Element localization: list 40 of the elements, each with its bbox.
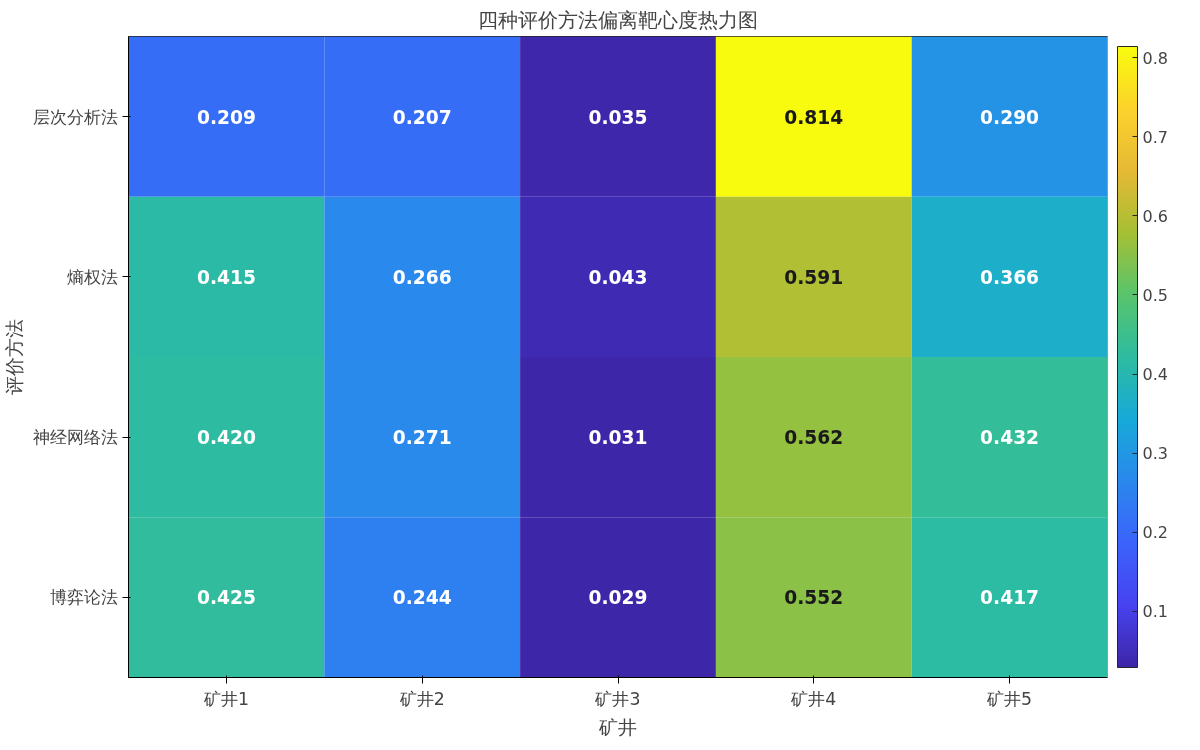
data-label: 0.209 bbox=[196, 106, 256, 128]
data-label: 0.031 bbox=[588, 427, 648, 449]
x-tick-label: 矿井4 bbox=[790, 688, 837, 709]
data-label: 0.432 bbox=[980, 427, 1040, 449]
x-tick-label: 矿井1 bbox=[202, 688, 249, 709]
color-bar-label: 0.1 bbox=[1142, 602, 1168, 622]
data-label: 0.552 bbox=[784, 587, 844, 609]
color-bar-label: 0.6 bbox=[1142, 206, 1168, 226]
y-tick-label: 博弈论法 bbox=[49, 587, 118, 608]
color-bar-label: 0.5 bbox=[1142, 285, 1168, 305]
data-label: 0.366 bbox=[980, 266, 1040, 288]
x-tick-label: 矿井3 bbox=[594, 688, 641, 709]
data-label: 0.425 bbox=[196, 587, 256, 609]
color-bar-label: 0.4 bbox=[1142, 365, 1168, 385]
data-label: 0.562 bbox=[784, 427, 844, 449]
y-tick-label: 层次分析法 bbox=[32, 106, 118, 127]
chart-title: 四种评价方法偏离靶心度热力图 bbox=[478, 7, 758, 32]
data-label: 0.415 bbox=[196, 266, 256, 288]
color-bar-label: 0.7 bbox=[1142, 127, 1168, 147]
x-tick-label: 矿井5 bbox=[986, 688, 1033, 709]
data-label: 0.207 bbox=[392, 106, 452, 128]
data-label: 0.290 bbox=[980, 106, 1040, 128]
data-label: 0.814 bbox=[784, 106, 844, 128]
data-label: 0.029 bbox=[588, 587, 648, 609]
data-label: 0.266 bbox=[392, 266, 452, 288]
x-tick-label: 矿井2 bbox=[398, 688, 445, 709]
data-label: 0.271 bbox=[392, 427, 452, 449]
data-label: 0.043 bbox=[588, 266, 648, 288]
data-label: 0.035 bbox=[588, 106, 648, 128]
color-bar-label: 0.3 bbox=[1142, 444, 1168, 464]
data-label: 0.591 bbox=[784, 266, 844, 288]
data-label: 0.244 bbox=[392, 587, 452, 609]
y-tick-label: 神经网络法 bbox=[32, 427, 118, 448]
y-tick-label: 熵权法 bbox=[66, 266, 118, 287]
color-bar-label: 0.8 bbox=[1142, 48, 1168, 68]
data-label: 0.417 bbox=[980, 587, 1040, 609]
data-label: 0.420 bbox=[196, 427, 256, 449]
y-axis-title: 评价方法 bbox=[3, 319, 25, 395]
color-bar-label: 0.2 bbox=[1142, 523, 1168, 543]
x-axis-title: 矿井 bbox=[598, 716, 637, 738]
